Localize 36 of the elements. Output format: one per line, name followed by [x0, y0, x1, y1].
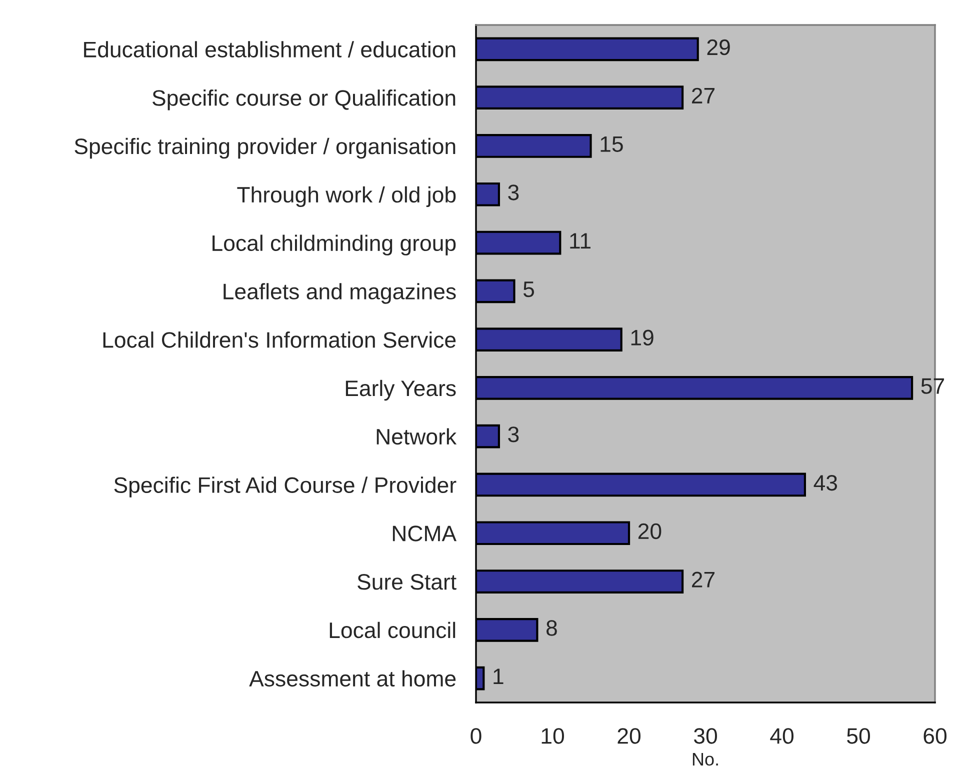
- x-tick-label: 40: [770, 728, 794, 744]
- x-tick-label: 50: [847, 728, 870, 744]
- y-tick-label: Leaflets and magazines: [224, 283, 456, 304]
- data-label: 20: [638, 523, 662, 540]
- y-tick-label: Network: [376, 428, 457, 445]
- y-tick-label: Local council: [330, 622, 456, 638]
- x-tick-label: 30: [694, 728, 717, 744]
- data-label: 57: [921, 378, 944, 394]
- x-tick-label: 10: [542, 728, 564, 744]
- y-tick-label: Early Years: [346, 380, 456, 401]
- data-label: 43: [814, 474, 838, 491]
- data-label: 3: [508, 426, 519, 442]
- data-label: 8: [546, 620, 557, 636]
- y-tick-label: Specific First Aid Course / Provider: [114, 476, 456, 498]
- y-tick-label: Local childminding group: [212, 234, 456, 256]
- data-label: 11: [570, 233, 590, 249]
- data-label: 5: [523, 282, 534, 298]
- data-label: 19: [631, 330, 654, 346]
- y-tick-label: Educational establishment / education: [84, 41, 456, 58]
- data-label: 27: [692, 572, 714, 588]
- data-label: 3: [508, 184, 519, 200]
- data-label: 1: [494, 668, 504, 684]
- y-tick-label: Specific course or Qualification: [152, 90, 456, 110]
- y-tick-label: Assessment at home: [249, 670, 456, 687]
- data-label: 15: [600, 136, 623, 152]
- x-tick-label: 0: [470, 728, 482, 744]
- x-tick-label: 20: [618, 728, 640, 744]
- x-tick-label: 60: [924, 728, 946, 744]
- data-label: 27: [692, 88, 714, 104]
- y-tick-label: Local Children's Information Service: [103, 332, 456, 348]
- y-tick-label: Through work / old job: [237, 186, 456, 208]
- y-tick-label: Sure Start: [358, 574, 456, 590]
- y-tick-label: NCMA: [392, 526, 457, 542]
- data-label: 29: [707, 39, 730, 56]
- y-tick-label: Specific training provider / organisation: [74, 138, 456, 159]
- x-axis-title: No.: [692, 753, 718, 766]
